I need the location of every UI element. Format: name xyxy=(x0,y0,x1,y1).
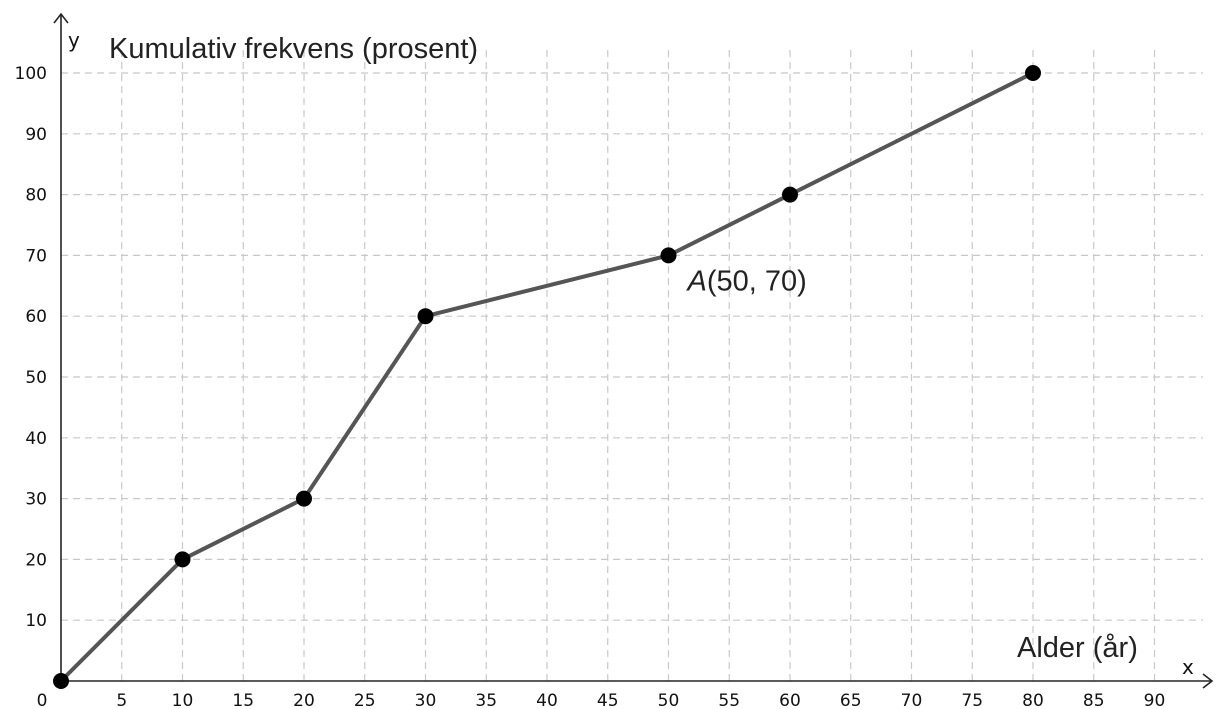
x-tick-label-55: 55 xyxy=(718,691,740,709)
y-tick-label-40: 40 xyxy=(25,429,47,449)
x-tick-label-25: 25 xyxy=(354,691,376,709)
data-point-0-0 xyxy=(53,673,69,689)
point-a-name: A xyxy=(686,265,707,297)
x-tick-label-30: 30 xyxy=(415,691,437,709)
x-axis-letter: x xyxy=(1182,655,1194,679)
y-tick-label-80: 80 xyxy=(25,186,47,206)
x-tick-label-5: 5 xyxy=(116,691,127,709)
x-tick-label-10: 10 xyxy=(172,691,194,709)
y-tick-label-90: 90 xyxy=(25,125,47,145)
axes xyxy=(53,12,1214,689)
x-axis-arrowhead xyxy=(1202,673,1214,689)
x-tick-label-45: 45 xyxy=(597,691,619,709)
tick-labels: 5 10 15 20 25 30 35 40 45 50 55 60 65 70 75 80 85 90 10 20 3… xyxy=(15,64,1166,709)
x-tick-label-35: 35 xyxy=(475,691,497,709)
x-tick-label-15: 15 xyxy=(232,691,254,709)
y-tick-label-10: 10 xyxy=(25,611,47,631)
y-tick-label-100: 100 xyxy=(15,64,47,84)
x-tick-label-70: 70 xyxy=(901,691,923,709)
point-a-label: A(50, 70) xyxy=(686,265,807,297)
y-tick-label-30: 30 xyxy=(25,490,47,510)
y-tick-label-60: 60 xyxy=(25,307,47,327)
x-tick-label-40: 40 xyxy=(536,691,558,709)
data-point-50-70 xyxy=(660,247,677,264)
x-axis-title: Alder (år) xyxy=(1017,632,1138,664)
y-tick-label-70: 70 xyxy=(25,246,47,266)
x-tick-label-75: 75 xyxy=(961,691,983,709)
grid xyxy=(61,48,1204,681)
data-point-20-30 xyxy=(296,490,312,507)
point-a-coordinates: (50, 70) xyxy=(707,265,807,297)
y-axis-letter: y xyxy=(68,28,80,52)
y-tick-label-50: 50 xyxy=(25,368,47,388)
x-tick-label-50: 50 xyxy=(658,691,680,709)
origin-label: 0 xyxy=(37,691,48,709)
data-point-10-20 xyxy=(174,551,191,568)
x-tick-label-20: 20 xyxy=(293,691,315,709)
x-tick-label-80: 80 xyxy=(1022,691,1044,709)
x-tick-label-90: 90 xyxy=(1144,691,1166,709)
data-point-60-80 xyxy=(782,186,798,203)
x-tick-label-65: 65 xyxy=(840,691,862,709)
y-axis-arrowhead xyxy=(53,12,69,24)
x-tick-label-85: 85 xyxy=(1083,691,1105,709)
data-point-80-100 xyxy=(1025,65,1041,81)
y-tick-label-20: 20 xyxy=(25,550,47,570)
series xyxy=(53,65,1041,689)
chart-title: Kumulativ frekvens (prosent) xyxy=(109,33,478,65)
x-tick-label-60: 60 xyxy=(779,691,801,709)
data-point-30-60 xyxy=(417,308,434,325)
